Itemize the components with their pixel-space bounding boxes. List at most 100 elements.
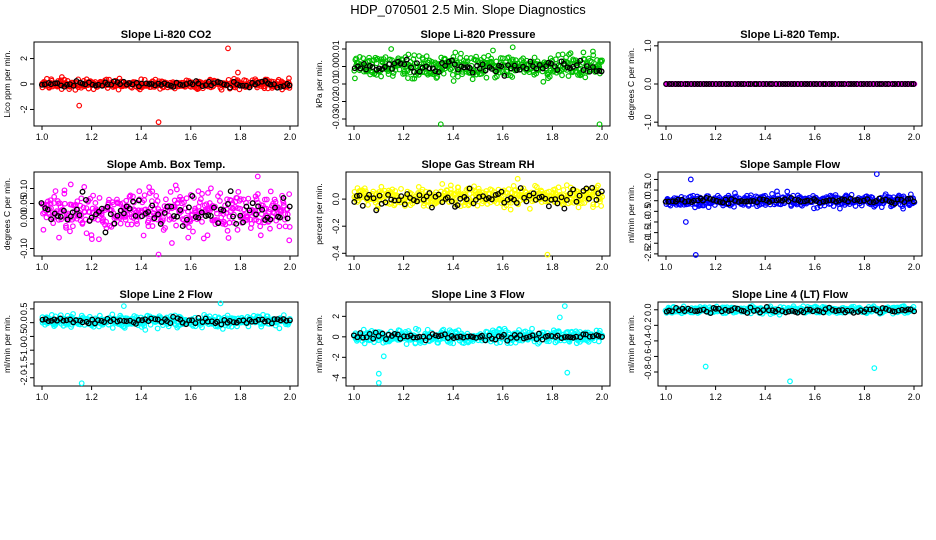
- outlier-point: [556, 314, 563, 321]
- outlier-point: [235, 69, 241, 76]
- data-point: [235, 188, 242, 195]
- panel-title: Slope Amb. Box Temp.: [107, 159, 226, 171]
- selected-point: [99, 82, 106, 89]
- data-point: [539, 68, 546, 75]
- data-point: [214, 210, 220, 217]
- data-point: [48, 205, 54, 212]
- data-point: [154, 325, 161, 332]
- x-tick-label: 1.2: [397, 262, 410, 272]
- data-point: [237, 205, 244, 212]
- data-point: [546, 73, 553, 80]
- data-point: [51, 193, 58, 200]
- selected-point: [536, 62, 543, 68]
- selected-point: [804, 81, 811, 87]
- selected-point: [712, 81, 719, 87]
- selected-point: [545, 59, 552, 66]
- y-axis-label: degrees C per min.: [2, 178, 12, 250]
- data-point: [433, 74, 440, 81]
- y-tick-label: -0.5: [19, 329, 29, 345]
- x-tick-label: 1.0: [660, 132, 673, 142]
- selected-point: [179, 82, 186, 89]
- selected-point: [363, 66, 369, 73]
- y-axis-label: ml/min per min.: [626, 185, 636, 243]
- data-point: [784, 188, 791, 195]
- selected-point: [691, 81, 698, 87]
- selected-point: [697, 81, 704, 87]
- x-tick-label: 2.0: [596, 392, 609, 402]
- selected-point: [776, 81, 783, 87]
- selected-point: [170, 83, 177, 90]
- selected-point: [466, 65, 473, 71]
- selected-point: [573, 62, 580, 69]
- data-point: [232, 204, 239, 210]
- selected-point: [54, 213, 61, 219]
- selected-point: [598, 68, 605, 75]
- y-tick-label: 0.10: [19, 180, 29, 198]
- selected-point: [879, 81, 885, 87]
- x-tick-label: 1.4: [447, 392, 460, 402]
- x-tick-label: 1.4: [759, 262, 772, 272]
- x-tick-label: 1.8: [858, 392, 871, 402]
- data-point: [145, 217, 152, 224]
- data-point: [449, 71, 456, 78]
- data-point: [153, 192, 160, 199]
- data-point: [181, 199, 187, 206]
- y-tick-label: 0.5: [19, 303, 29, 316]
- selected-point: [359, 202, 366, 209]
- data-point: [403, 341, 410, 347]
- data-point: [447, 66, 454, 73]
- selected-point: [810, 81, 817, 87]
- selected-point: [863, 81, 870, 87]
- data-point: [226, 213, 233, 220]
- selected-point: [419, 64, 426, 71]
- selected-point: [426, 65, 433, 72]
- x-tick-label: 1.4: [135, 262, 148, 272]
- x-tick-label: 1.0: [36, 392, 49, 402]
- data-point: [378, 73, 385, 80]
- data-point: [254, 191, 261, 197]
- data-point: [286, 191, 293, 198]
- x-tick-label: 1.0: [660, 392, 673, 402]
- data-point: [171, 204, 178, 211]
- y-tick-label: -2: [331, 353, 341, 361]
- y-tick-label: 0.0: [643, 304, 653, 317]
- selected-point: [700, 81, 707, 87]
- data-point: [483, 74, 490, 81]
- selected-point: [688, 81, 695, 87]
- selected-point: [760, 81, 767, 87]
- selected-point: [820, 81, 827, 87]
- data-point: [423, 53, 430, 60]
- selected-point: [580, 67, 587, 73]
- y-axis-label: Lico ppm per min.: [2, 50, 12, 118]
- selected-point: [455, 66, 461, 73]
- data-point: [567, 50, 574, 57]
- selected-point: [560, 60, 567, 67]
- selected-point: [898, 81, 905, 87]
- data-point: [401, 68, 408, 75]
- outlier-point: [375, 370, 382, 377]
- x-tick-label: 1.0: [36, 132, 49, 142]
- selected-point: [505, 62, 511, 69]
- selected-point: [83, 196, 89, 203]
- data-point: [190, 228, 196, 235]
- data-point: [61, 190, 68, 197]
- selected-point: [488, 65, 495, 72]
- outlier-point: [375, 380, 382, 386]
- data-point: [154, 198, 161, 204]
- y-tick-label: -0.4: [331, 246, 341, 262]
- y-tick-label: -0.6: [643, 349, 653, 365]
- selected-point: [586, 68, 593, 75]
- selected-point: [369, 64, 376, 71]
- data-point: [128, 221, 135, 228]
- data-point: [96, 194, 103, 201]
- selected-point: [202, 82, 209, 89]
- data-point: [529, 325, 535, 332]
- y-tick-label: -0.01: [331, 74, 341, 95]
- y-tick-label: -4: [331, 374, 341, 382]
- x-tick-label: 1.6: [809, 392, 822, 402]
- data-point: [509, 74, 516, 80]
- data-point: [86, 209, 93, 215]
- data-point: [149, 188, 156, 195]
